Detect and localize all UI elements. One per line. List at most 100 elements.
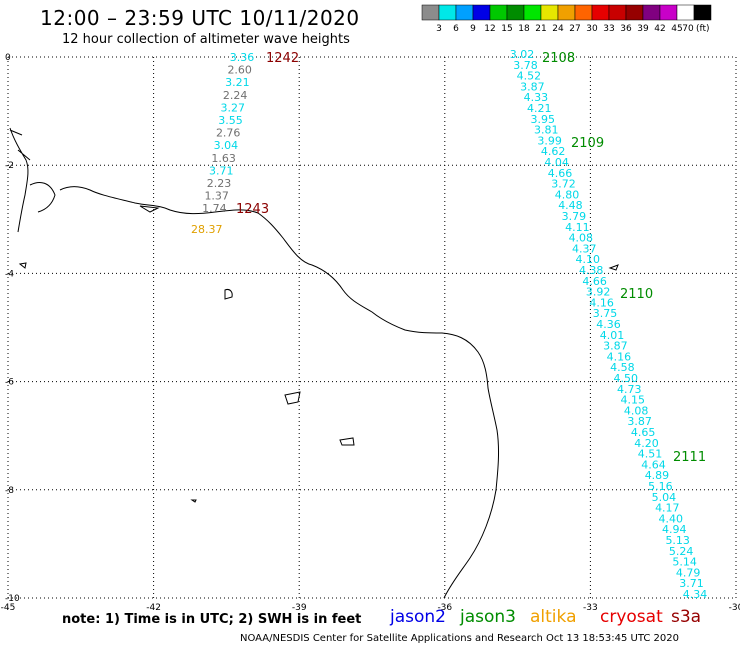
wave-height-value: 5.13 (665, 534, 690, 547)
legend-label: 36 (620, 24, 632, 34)
x-tick-label: -30 (729, 603, 740, 613)
legend-swatch (421, 4, 440, 21)
satellite-altika: altika (530, 607, 577, 627)
legend-label: 9 (470, 24, 476, 34)
legend-swatch (472, 4, 491, 21)
legend-swatch (557, 4, 576, 21)
pass-label: 2111 (673, 450, 706, 465)
y-tick-label: 0 (5, 53, 11, 63)
satellite-s3a: s3a (671, 607, 702, 627)
wave-height-value: 4.34 (683, 588, 708, 601)
wave-height-value: 2.23 (207, 177, 232, 190)
legend-label: 3 (436, 24, 442, 34)
wave-height-value: 4.33 (524, 91, 549, 104)
legend-swatch (591, 4, 610, 21)
wave-height-value: 4.21 (527, 102, 552, 115)
wave-height-value: 4.16 (607, 350, 632, 363)
pass-label: 2110 (620, 287, 653, 302)
wave-height-value: 4.94 (662, 523, 687, 536)
wave-height-value: 4.62 (541, 145, 566, 158)
wave-height-value: 4.48 (558, 199, 583, 212)
map-grid (7, 56, 737, 599)
wave-height-value: 3.92 (586, 286, 611, 299)
wave-height-value: 4.20 (634, 437, 659, 450)
footer-note: note: 1) Time is in UTC; 2) SWH is in fe… (62, 612, 362, 627)
wave-height-value: 4.37 (572, 242, 597, 255)
track-2108-values: 3.023.784.523.874.334.213.953.813.994.62… (510, 48, 708, 601)
x-tick-label: -33 (583, 603, 598, 613)
legend-swatch (438, 4, 457, 21)
footer-credit: NOAA/NESDIS Center for Satellite Applica… (240, 633, 679, 644)
legend-label: 30 (586, 24, 598, 34)
wave-height-value: 3.99 (537, 134, 562, 147)
pass-label-1243: 1243 (236, 202, 269, 217)
wave-height-value: 4.89 (645, 469, 670, 482)
legend-swatch (693, 4, 712, 21)
wave-height-value: 4.17 (655, 502, 680, 515)
legend-unit: (ft) (696, 24, 710, 34)
wave-height-value: 3.87 (520, 80, 545, 93)
wave-height-value: 4.80 (555, 188, 580, 201)
wave-height-value: 4.08 (569, 232, 594, 245)
legend-swatch (455, 4, 474, 21)
legend-swatch (642, 4, 661, 21)
wave-height-value: 5.14 (672, 556, 697, 569)
axis-ticks: -45 -42 -39 -36 -33 -30 0 -2 -4 -6 -8 -10 (1, 53, 740, 613)
wave-height-value: 3.95 (531, 113, 556, 126)
legend-label: 18 (518, 24, 530, 34)
x-tick-label: -42 (146, 603, 161, 613)
legend-label: 21 (535, 24, 546, 34)
wave-height-value: 4.66 (548, 167, 573, 180)
track-1242-values: 3.362.603.212.243.273.552.763.041.633.71… (202, 51, 254, 215)
wave-height-value: 3.72 (551, 178, 576, 191)
wave-height-value: 3.87 (603, 340, 628, 353)
wave-height-value: 4.40 (659, 512, 684, 525)
wave-height-value: 4.11 (565, 221, 590, 234)
legend-label: 15 (501, 24, 512, 34)
wave-height-value: 4.04 (544, 156, 569, 169)
x-tick-label: -39 (292, 603, 307, 613)
wave-height-value: 5.04 (652, 491, 677, 504)
wave-height-value: 3.36 (230, 51, 255, 64)
wave-height-value: 4.36 (596, 318, 621, 331)
wave-height-value: 4.52 (517, 70, 542, 83)
legend-swatch (608, 4, 627, 21)
legend-label: 24 (552, 24, 564, 34)
legend-label: 45 (671, 24, 682, 34)
wave-height-value: 3.71 (209, 164, 234, 177)
wave-height-value: 3.71 (679, 577, 704, 590)
wave-height-value: 3.78 (513, 59, 538, 72)
legend-label: 33 (603, 24, 614, 34)
legend-swatch (676, 4, 695, 21)
legend-label: 12 (484, 24, 495, 34)
legend-swatch (659, 4, 678, 21)
altika-value: 28.37 (191, 223, 223, 236)
color-legend: 3 6 9 12 15 18 21 24 27 30 33 36 39 42 45 70 (ft) (421, 4, 712, 34)
map-title: 12:00 – 23:59 UTC 10/11/2020 (40, 6, 360, 30)
wave-height-value: 1.37 (204, 190, 229, 203)
legend-swatch (506, 4, 525, 21)
wave-height-value: 2.24 (223, 89, 248, 102)
y-tick-label: -2 (5, 161, 14, 171)
wave-height-value: 4.51 (638, 448, 663, 461)
x-tick-label: -45 (1, 603, 16, 613)
wave-height-value: 4.38 (579, 264, 604, 277)
pass-labels-2108: 2108 2109 2110 2111 (542, 51, 706, 465)
wave-height-value: 3.04 (214, 139, 239, 152)
wave-height-value: 4.50 (614, 372, 639, 385)
map-subtitle: 12 hour collection of altimeter wave hei… (62, 32, 350, 47)
y-tick-label: -10 (5, 594, 20, 604)
y-tick-label: -8 (5, 486, 14, 496)
pass-label-1242: 1242 (266, 51, 299, 66)
wave-height-value: 4.79 (676, 566, 701, 579)
wave-height-value: 4.10 (575, 253, 600, 266)
legend-swatch (625, 4, 644, 21)
wave-height-value: 3.75 (593, 307, 618, 320)
wave-height-value: 2.60 (227, 64, 252, 77)
legend-label: 27 (569, 24, 580, 34)
wave-height-value: 2.76 (216, 127, 241, 140)
y-tick-label: -6 (5, 378, 14, 388)
satellite-jason3: jason3 (460, 607, 516, 627)
wave-height-value: 3.79 (562, 210, 587, 223)
